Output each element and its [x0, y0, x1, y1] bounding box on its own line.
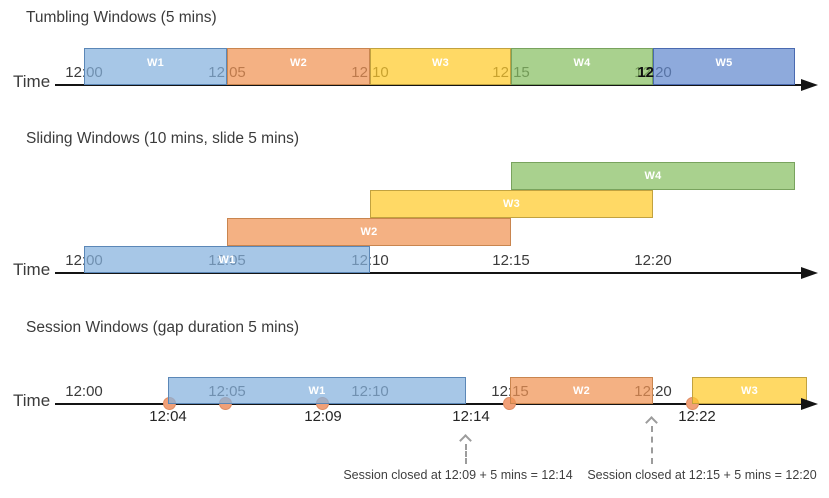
section-title-sliding: Sliding Windows (10 mins, slide 5 mins) [26, 130, 300, 147]
window-label: W3 [502, 198, 521, 210]
window-label: W4 [573, 56, 591, 69]
window-box-sliding-w2: W2 [227, 218, 511, 246]
window-box-sliding-w4: W4 [511, 162, 795, 190]
time-axis-label: Time [13, 72, 51, 91]
window-label: W2 [360, 226, 378, 238]
section-title-session: Session Windows (gap duration 5 mins) [26, 319, 300, 336]
window-label: W3 [740, 384, 759, 397]
time-axis [55, 272, 803, 274]
tick-label-bold-prefix: 12 [637, 64, 654, 81]
event-time-label: 12:22 [678, 408, 716, 425]
window-box-sliding-w3: W3 [370, 190, 653, 218]
window-label: W4 [644, 170, 662, 182]
window-box-session-w3: W3 [692, 377, 807, 404]
window-label: W5 [715, 56, 733, 69]
window-box-tumbling-w1: W1 [84, 48, 227, 85]
time-axis [55, 84, 803, 86]
callout-arrow-line [465, 444, 467, 464]
section-title-tumbling: Tumbling Windows (5 mins) [26, 9, 217, 26]
callout-text: Session closed at 12:09 + 5 mins = 12:14 [343, 468, 573, 482]
window-label: W2 [289, 56, 308, 69]
axis-arrowhead-icon [801, 79, 818, 91]
window-box-sliding-w1: W1 [84, 246, 370, 273]
time-axis-label: Time [13, 260, 51, 279]
tick-label: 12:20 [634, 252, 672, 269]
event-time-label: 12:09 [304, 408, 342, 425]
tick-label: 12:00 [65, 383, 103, 400]
axis-arrowhead-icon [801, 267, 818, 279]
window-box-tumbling-w5: W5 [653, 48, 795, 85]
event-time-label: 12:04 [149, 408, 187, 425]
callout-text: Session closed at 12:15 + 5 mins = 12:20 [587, 468, 817, 482]
time-axis [55, 403, 803, 405]
window-box-tumbling-w4: W4 [511, 48, 653, 85]
window-box-session-w1: W1 [168, 377, 466, 404]
window-label: W3 [431, 56, 450, 69]
axis-arrowhead-icon [801, 398, 818, 410]
event-time-label: 12:14 [452, 408, 490, 425]
window-label: W1 [146, 56, 165, 69]
tick-label: 12:15 [492, 252, 530, 269]
window-box-tumbling-w3: W3 [370, 48, 511, 85]
window-box-session-w2: W2 [510, 377, 653, 404]
window-box-tumbling-w2: W2 [227, 48, 370, 85]
window-label: W1 [218, 253, 236, 266]
callout-arrow-line [651, 426, 653, 464]
time-axis-label: Time [13, 391, 51, 410]
window-label: W1 [308, 384, 326, 397]
window-label: W2 [572, 384, 591, 397]
